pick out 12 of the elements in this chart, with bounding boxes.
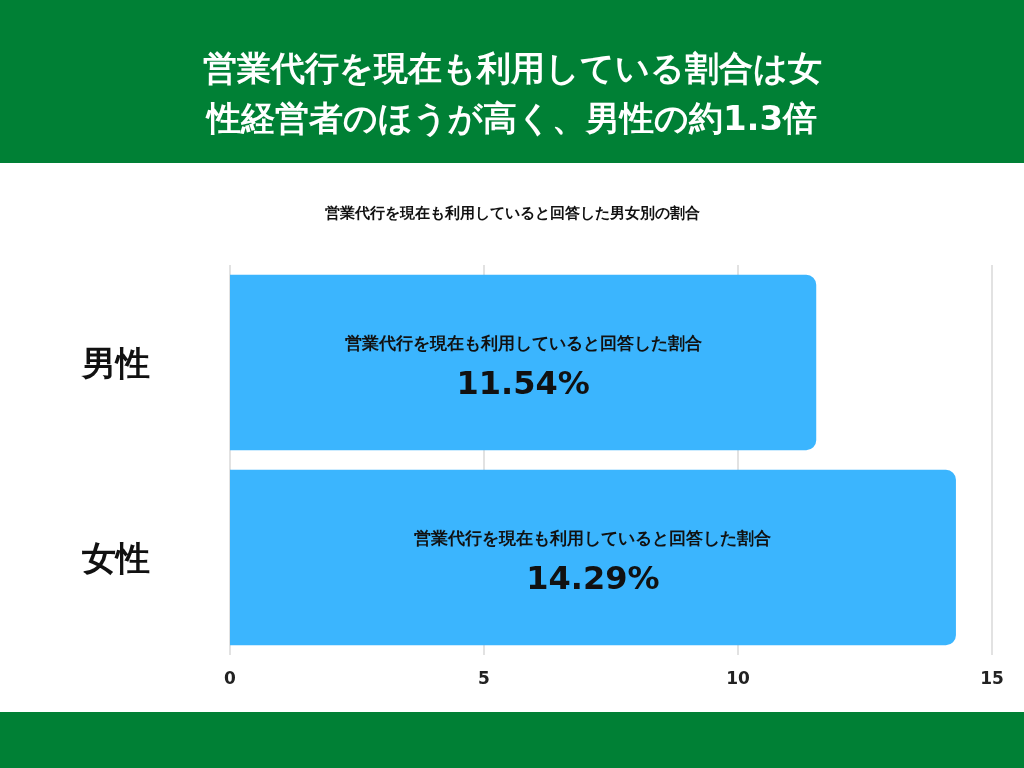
data-label: 14.29% [526, 558, 660, 597]
x-tick-label: 15 [980, 667, 1004, 688]
y-tick-label: 女性 [81, 537, 150, 578]
annotation: 営業代行を現在も利用していると回答した割合 [344, 332, 702, 353]
data-label: 11.54% [456, 363, 590, 402]
annotation: 営業代行を現在も利用していると回答した割合 [414, 527, 772, 548]
y-tick-label: 男性 [81, 342, 150, 383]
chart-subtitle: 営業代行を現在も利用していると回答した男女別の割合 [324, 203, 700, 222]
chart-title: 営業代行を現在も利用している割合は女性経営者のほうが高く、男性の約1.3倍 [202, 48, 822, 138]
x-tick-label: 0 [224, 667, 237, 688]
x-tick-label: 5 [478, 667, 490, 688]
x-tick-label: 10 [726, 667, 750, 688]
